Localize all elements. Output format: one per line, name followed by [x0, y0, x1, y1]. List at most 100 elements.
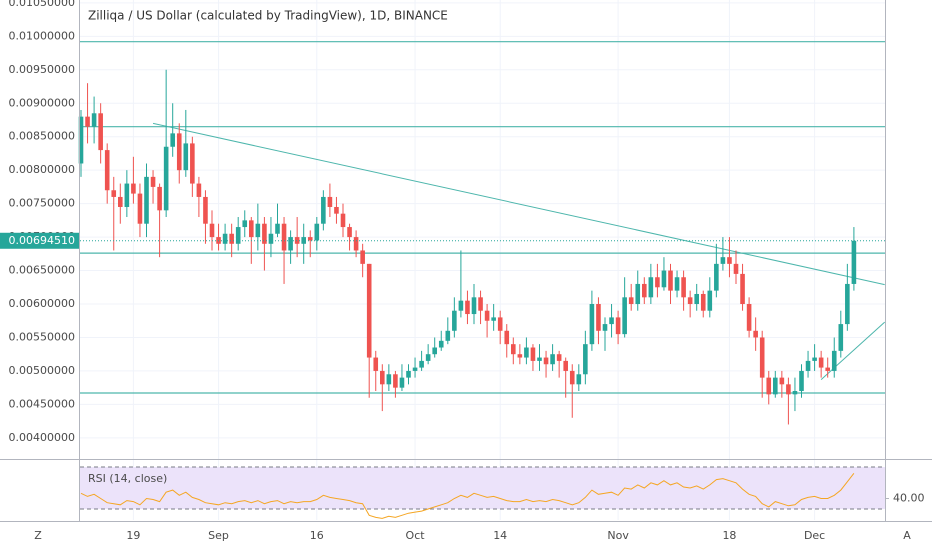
candle-body: [445, 330, 451, 341]
candle-body: [792, 391, 798, 395]
candle-body: [530, 347, 536, 361]
candle-body: [550, 354, 555, 365]
candle-body: [327, 196, 333, 207]
candle-body: [609, 317, 614, 325]
timezone-label[interactable]: Z: [34, 529, 42, 542]
candle-body: [360, 250, 365, 264]
candle-body: [353, 237, 359, 251]
candle-body: [478, 297, 483, 311]
candle-body: [511, 344, 516, 355]
candle-body: [452, 310, 457, 331]
y-tick-label: 0.00400000: [9, 431, 75, 444]
candle-body: [563, 360, 568, 371]
candle-body: [661, 270, 667, 288]
candle-body: [288, 237, 293, 251]
candle-body: [845, 283, 850, 325]
candle-body: [275, 223, 280, 234]
candle-body: [556, 354, 562, 361]
y-tick-label: 0.00550000: [9, 330, 75, 343]
candle-body: [681, 277, 686, 298]
candle-body: [242, 220, 248, 228]
candle-body: [786, 384, 791, 395]
candle-body: [150, 176, 156, 187]
candle-body: [262, 223, 267, 244]
x-tick-label: Sep: [208, 529, 229, 542]
candle-body: [157, 186, 162, 211]
rsi-band: [80, 467, 885, 509]
rsi-line: [80, 472, 855, 519]
candle-body: [602, 324, 608, 331]
candle-body: [596, 304, 601, 331]
x-tick-label: 16: [310, 529, 324, 542]
chart-title: Zilliqa / US Dollar (calculated by Tradi…: [88, 9, 448, 23]
candle-body: [720, 257, 726, 264]
x-tick-label: Dec: [804, 529, 825, 542]
candle-body: [170, 133, 175, 147]
candle-body: [642, 283, 647, 298]
trendline: [820, 321, 886, 381]
candle-body: [235, 227, 241, 244]
timezone-button[interactable]: [28, 526, 48, 546]
candle-body: [249, 220, 254, 238]
candle-body: [406, 370, 411, 378]
candle-body: [209, 223, 215, 238]
candle-body: [543, 357, 549, 365]
candle-body: [380, 370, 385, 385]
x-tick-label: 14: [493, 529, 507, 542]
candle-body: [183, 143, 189, 171]
candle-body: [700, 293, 706, 311]
candle-body: [98, 113, 103, 151]
candle-body: [190, 143, 195, 184]
candle-body: [838, 324, 844, 351]
candle-body: [104, 150, 110, 191]
trendline: [152, 122, 885, 286]
candle-body: [497, 317, 503, 331]
candle-body: [576, 374, 582, 385]
y-tick-label: 0.01050000: [9, 0, 75, 9]
candle-body: [458, 300, 464, 311]
candle-body: [635, 283, 641, 305]
candle-body: [144, 176, 149, 224]
candle-body: [648, 277, 654, 298]
candle-body: [307, 237, 313, 241]
x-tick-label: Nov: [607, 529, 629, 542]
y-tick-label: 0.00650000: [9, 264, 75, 277]
last-price-box: [0, 232, 79, 249]
candle-body: [419, 360, 424, 368]
candle-body: [517, 354, 523, 358]
candle-body: [753, 330, 758, 338]
candle-body: [78, 116, 84, 164]
rsi-tick-label: 40.00: [893, 491, 925, 504]
candle-body: [825, 367, 830, 371]
candle-body: [471, 297, 477, 315]
candle-body: [340, 213, 346, 228]
candle-body: [504, 330, 510, 345]
rsi-title: RSI (14, close): [88, 472, 167, 485]
y-tick-label: 0.00950000: [9, 63, 75, 76]
y-tick-label: 0.01000000: [9, 29, 75, 42]
candle-body: [812, 357, 817, 361]
plot-area: [78, 41, 889, 519]
candle-body: [438, 340, 444, 348]
candle-body: [465, 300, 470, 315]
candle-body: [222, 233, 228, 244]
candle-body: [831, 350, 837, 371]
last-price-label: 0.00694510: [9, 234, 75, 247]
candle-body: [851, 240, 857, 284]
candle-body: [668, 270, 673, 291]
candle-body: [524, 347, 529, 358]
candle-body: [733, 263, 739, 274]
candle-body: [137, 193, 143, 224]
candle-body: [314, 223, 320, 241]
candle-body: [805, 360, 811, 371]
candle-body: [386, 374, 392, 385]
candle-body: [655, 277, 660, 288]
candle-body: [740, 273, 745, 305]
candle-body: [583, 344, 588, 375]
y-tick-label: 0.00600000: [9, 297, 75, 310]
candle-body: [759, 337, 765, 378]
candle-body: [347, 227, 352, 238]
auto-scale-button[interactable]: A: [903, 529, 911, 542]
